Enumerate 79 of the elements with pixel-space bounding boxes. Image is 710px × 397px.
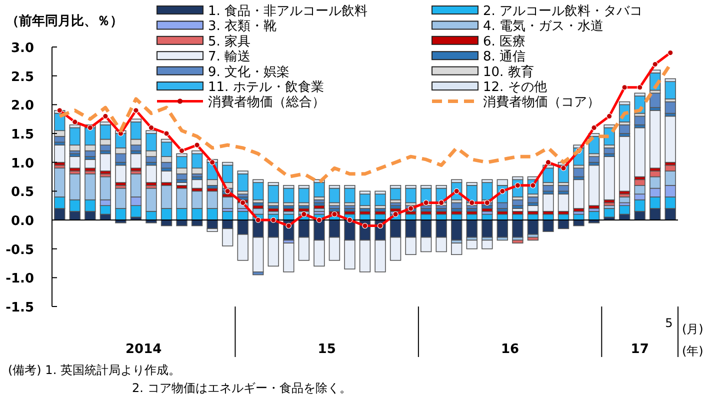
y-tick-label: 3.0: [10, 41, 34, 56]
y-tick-label: -1.0: [6, 272, 34, 287]
y-tick-label: -0.5: [6, 242, 34, 258]
bar: [466, 240, 478, 250]
y-tick-label: 0.5: [10, 185, 34, 200]
legend-label: 9. 文化・娯楽: [208, 64, 290, 80]
bar: [405, 188, 416, 204]
bar: [604, 156, 615, 200]
bar: [542, 168, 554, 183]
legend-label: 2. アルコール飲料・タバコ: [483, 4, 643, 19]
bar: [298, 188, 310, 204]
y-tick-label: -1.5: [6, 300, 34, 316]
bar: [160, 170, 172, 183]
legend-label: 4. 電気・ガス・水道: [483, 19, 604, 34]
bar: [664, 116, 676, 163]
bar: [84, 159, 96, 168]
bar: [573, 168, 584, 178]
bar: [482, 182, 493, 200]
bar: [54, 144, 66, 163]
bar: [100, 153, 112, 172]
legend-label: 12. その他: [483, 80, 547, 95]
bar: [252, 182, 264, 200]
legend-label: 5. 家具: [208, 33, 251, 50]
legend-label: 消費者物価（コア）: [483, 95, 600, 110]
y-tick-label: 1.0: [10, 156, 34, 172]
y-tick-label: 0.0: [10, 214, 34, 229]
y-tick-label: 1.5: [10, 128, 34, 142]
bar: [482, 240, 493, 250]
bar: [283, 242, 294, 272]
bar: [344, 188, 356, 204]
x-axis-title: (月): [682, 322, 704, 336]
y-tick-label: 2.5: [10, 70, 34, 85]
text: 5: [665, 316, 673, 330]
bar: [542, 194, 554, 212]
bar: [634, 116, 646, 126]
bar: [573, 179, 584, 209]
bar: [618, 136, 630, 192]
bar: [451, 202, 462, 209]
legend-label: 6. 医療: [483, 34, 526, 50]
bar: [588, 164, 600, 206]
bar: [359, 194, 371, 206]
legend-label: 10. 教育: [483, 64, 534, 80]
bar: [634, 127, 646, 178]
legend-label: 消費者物価（総合）: [208, 95, 325, 110]
bar: [283, 188, 294, 204]
text: 2. コア物価はエネルギー・食品を除く。: [132, 381, 352, 395]
bar: [604, 208, 615, 218]
bar: [451, 242, 462, 255]
bar: [314, 182, 325, 198]
bar: [512, 199, 524, 206]
x-tick-label: 2014: [126, 342, 162, 357]
legend-label: 1. 食品・非アルコール飲料: [208, 4, 368, 19]
bar: [115, 164, 126, 183]
bar: [512, 240, 524, 244]
x-tick-label: 15: [318, 342, 336, 357]
x-tick-label: 17: [630, 342, 649, 357]
bar: [222, 196, 234, 209]
bar: [268, 185, 279, 204]
text: (備考) 1. 英国統計局より作成。: [8, 363, 180, 377]
bar: [650, 110, 661, 168]
bar: [130, 153, 142, 168]
legend-label: 7. 輸送: [208, 50, 251, 65]
x-tick-label: 16: [501, 342, 520, 357]
legend-label: 3. 衣類・靴: [208, 19, 277, 34]
bar: [558, 194, 570, 212]
bar: [146, 164, 157, 183]
bar: [664, 81, 676, 100]
bar: [664, 101, 676, 114]
bar: [527, 236, 539, 241]
bar: [390, 188, 402, 200]
legend-label: 8. 通信: [483, 50, 526, 65]
bar: [237, 173, 248, 192]
legend-label: 11. ホテル・飲食業: [208, 80, 324, 95]
y-tick-label: 2.0: [10, 98, 34, 114]
bar: [69, 156, 80, 168]
text: (年): [682, 344, 704, 358]
bar: [374, 194, 386, 206]
y-axis-title: （前年同月比、％）: [6, 14, 123, 29]
bar: [328, 188, 340, 204]
